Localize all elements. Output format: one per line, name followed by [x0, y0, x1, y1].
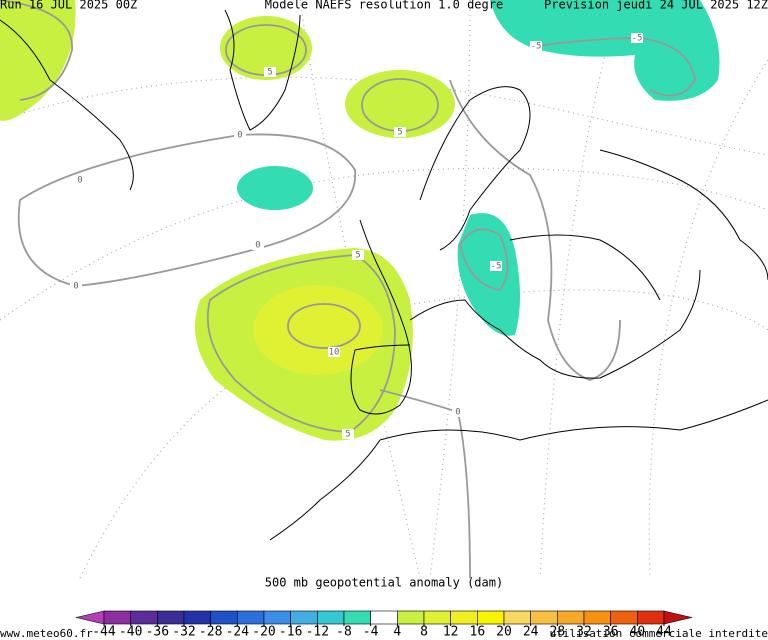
site-label: www.meteo60.fr [0, 627, 93, 640]
colorbar-low-arrow [75, 610, 105, 625]
colorbar-tick-label: -20 [252, 625, 275, 640]
colorbar-box [583, 610, 611, 625]
colorbar-tick-label: -4 [363, 625, 379, 640]
contour-label: 0 [73, 282, 78, 292]
coastlines [0, 9, 768, 541]
colorbar-box [183, 610, 211, 625]
contour-label-bg [342, 429, 354, 439]
colorbar-box [530, 610, 558, 625]
colorbar-tick-label: -16 [279, 625, 302, 640]
colorbar-box [343, 610, 371, 625]
contour-label-bg [264, 67, 276, 77]
contour-label: 10 [329, 348, 340, 358]
colorbar-box [157, 610, 185, 625]
colorbar-title: 500 mb geopotential anomaly (dam) [265, 576, 503, 590]
colorbar-box [610, 610, 638, 625]
colorbar-box [103, 610, 131, 625]
model-label: Modele NAEFS resolution 1.0 degre [265, 0, 503, 12]
contour-label: 0 [455, 408, 460, 418]
colorbar-tick-label: -44 [92, 625, 116, 640]
colorbar-box [370, 610, 398, 625]
colorbar-box [450, 610, 478, 625]
colorbar-box [557, 610, 585, 625]
colorbar-tick-label: 24 [523, 625, 539, 640]
colorbar-high-arrow [663, 610, 693, 625]
contour-label: 0 [255, 241, 260, 251]
colorbar-tick-label: 44 [656, 625, 672, 640]
colorbar-box [317, 610, 345, 625]
contour-label: -5 [531, 42, 542, 52]
colorbar-tick-label: -24 [226, 625, 250, 640]
contour-label: 0 [237, 131, 242, 141]
run-label: Run 16 JUL 2025 00Z [0, 0, 137, 12]
colorbar-box [423, 610, 451, 625]
colorbar-tick-label: 8 [420, 625, 428, 640]
colorbar-tick-label: -32 [172, 625, 195, 640]
colorbar: -44 -40 -36 -32 -28 -24 -20 -16 -12 -8 -4 4 8 12 16 20 2… [75, 610, 693, 640]
colorbar-tick-label: -12 [306, 625, 329, 640]
contour-label-bg [352, 250, 364, 260]
colorbar-box [290, 610, 318, 625]
contour-label: 5 [345, 430, 350, 440]
colorbar-tick-label: 28 [550, 625, 566, 640]
contour-label-bg [328, 347, 340, 357]
colorbar-tick-label: -28 [199, 625, 222, 640]
colorbar-box [130, 610, 158, 625]
colorbar-box [477, 610, 505, 625]
contour-label: 0 [77, 176, 82, 186]
colorbar-box [503, 610, 531, 625]
colorbar-tick-label: 40 [630, 625, 646, 640]
colorbar-tick-label: 20 [496, 625, 512, 640]
forecast-label: Prevision jeudi 24 JUL 2025 12Z [544, 0, 768, 12]
colorbar-box [397, 610, 425, 625]
contour-label-bg [452, 407, 464, 417]
contour-label-bg [234, 130, 246, 140]
colorbar-box [637, 610, 665, 625]
colorbar-box [237, 610, 265, 625]
graticule [0, 0, 768, 579]
contour-label: -5 [632, 34, 643, 44]
colorbar-tick-label: 12 [443, 625, 459, 640]
colorbar-tick-label: -8 [336, 625, 352, 640]
colorbar-tick-label: 32 [576, 625, 592, 640]
contour-label-bg [530, 41, 542, 51]
contour-labels: 0 0 0 0 0 5 5 5 5 -5 -5 -5 10 [70, 33, 643, 440]
contour-label-bg [394, 127, 406, 137]
contour-label: 5 [267, 68, 272, 78]
contour-label: 5 [355, 251, 360, 261]
contour-label-bg [74, 175, 86, 185]
colorbar-tick-label: 36 [603, 625, 619, 640]
notice-label: utilisation commerciale interdite [549, 627, 768, 640]
colorbar-box [263, 610, 291, 625]
colorbar-tick-label: 4 [393, 625, 401, 640]
contour-label-bg [631, 33, 643, 43]
contour-label-bg [490, 261, 502, 271]
contour-label-bg [70, 281, 82, 291]
colorbar-tick-label: 16 [470, 625, 486, 640]
colorbar-tick-label: -36 [146, 625, 169, 640]
colorbar-tick-label: -40 [119, 625, 142, 640]
colorbar-box [210, 610, 238, 625]
contour-label: -5 [491, 262, 502, 272]
contour-label: 5 [397, 128, 402, 138]
contour-label-bg [252, 240, 264, 250]
